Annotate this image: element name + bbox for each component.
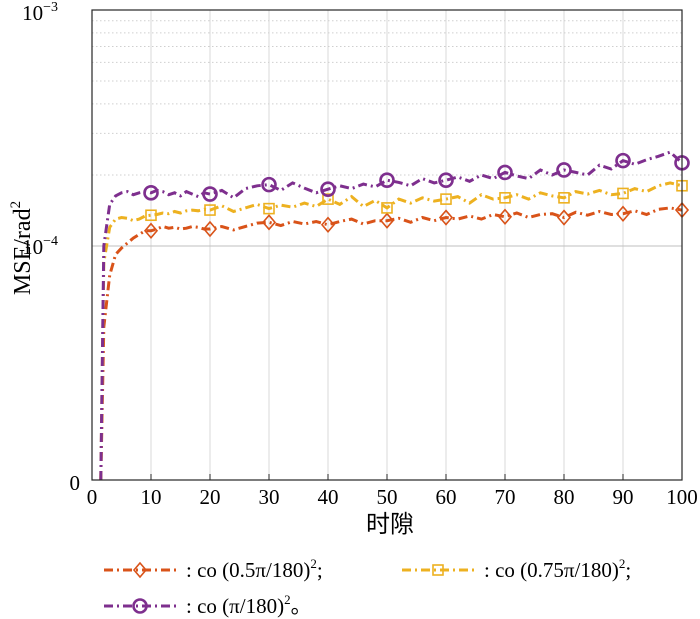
series-line [99,150,684,481]
square-marker [322,193,334,205]
diamond-marker [143,222,159,240]
legend-label-text: : co (π/180) [186,594,284,618]
legend-item: : co (0.5π/180)2; [104,556,323,582]
square-marker [204,204,216,216]
circle-marker [320,181,336,198]
legend-label-sup: 2 [284,592,291,607]
legend-item: : co (0.75π/180)2; [402,556,631,582]
grid [92,10,682,480]
x-tick-label: 20 [200,485,221,509]
square-marker [381,202,393,214]
legend-diamond-icon [132,561,148,579]
diamond-marker [497,208,513,226]
x-axis-title: 时隙 [366,511,414,538]
circle-marker [556,162,572,178]
diamond-marker [556,209,572,226]
y-tick-top-base: 10 [22,1,43,25]
legend-label-text: : co (0.5π/180) [186,558,310,582]
y-tick-top: 10−3 [22,0,58,25]
legend: : co (0.5π/180)2;: co (0.75π/180)2;: co … [104,556,631,618]
square-marker [617,187,629,200]
diamond-marker [202,220,218,238]
x-axis-ticks: 0 10 20 30 40 50 60 70 80 90 100 [87,474,698,509]
x-tick-label: 40 [318,485,339,509]
x-tick-label: 10 [141,485,162,509]
legend-label: : co (π/180)2。 [186,592,312,618]
legend-label-sup: 2 [310,556,317,571]
diamond-marker [379,212,395,229]
legend-label-suffix: ; [625,558,631,582]
diamond-marker [438,209,454,226]
diamond-marker [320,216,336,234]
circle-marker [379,172,395,189]
y-tick-mid-base: 10 [22,235,43,259]
series-layer [99,150,690,481]
circle-marker [438,172,454,189]
series-diamond [99,201,690,481]
legend-label-text: : co (0.75π/180) [484,558,619,582]
square-marker [145,209,157,222]
x-tick-label: 60 [436,485,457,509]
legend-label: : co (0.5π/180)2; [186,556,323,582]
diamond-marker [615,205,631,222]
y-tick-bottom: 0 [70,471,81,495]
square-marker [499,192,511,204]
legend-square-icon [432,564,444,576]
circle-marker [497,164,513,181]
x-tick-label: 80 [554,485,575,509]
legend-label: : co (0.75π/180)2; [484,556,631,582]
legend-label-suffix: 。 [291,594,312,618]
square-marker [558,192,570,204]
legend-label-suffix: ; [317,558,323,582]
x-tick-label: 0 [87,485,98,509]
square-marker [440,193,452,205]
circle-marker [143,185,159,201]
circle-marker [615,152,631,169]
y-tick-mid: 10−4 [22,234,58,259]
legend-label-sup: 2 [619,556,626,571]
series-square [99,179,688,481]
square-marker [263,202,275,215]
circle-marker [261,176,277,193]
y-axis-title: MSE/rad2 [8,201,36,295]
y-tick-top-exp: −3 [43,0,58,15]
x-tick-label: 50 [377,485,398,509]
x-tick-label: 100 [666,485,698,509]
x-tick-label: 90 [613,485,634,509]
diamond-marker [261,214,277,231]
legend-item: : co (π/180)2。 [104,592,312,618]
x-tick-label: 70 [495,485,516,509]
series-line [99,206,683,481]
y-tick-mid-exp: −4 [43,234,58,249]
y-axis-title-sup: 2 [8,201,24,209]
legend-circle-icon [132,598,148,614]
y-axis-ticks: 10−3 10−4 0 [22,0,80,495]
series-circle [99,150,690,481]
x-tick-label: 30 [259,485,280,509]
y-axis-title-text: MSE/rad [10,208,36,295]
circle-marker [202,186,218,202]
